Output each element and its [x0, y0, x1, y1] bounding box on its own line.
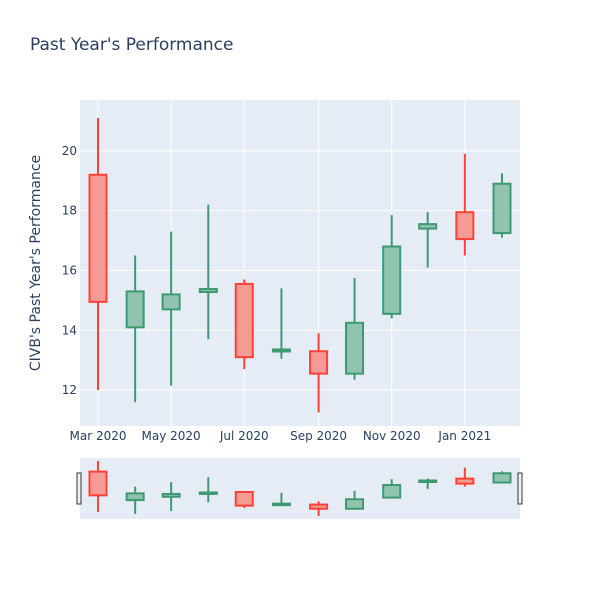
range-slider-handle-left[interactable]	[76, 472, 82, 505]
slider-candle-body	[492, 472, 512, 484]
slider-candle-body	[382, 484, 402, 499]
main-candle[interactable]	[492, 173, 512, 238]
slider-candle-body	[309, 503, 329, 510]
y-tick-label: 18	[62, 204, 77, 218]
main-candle-body	[418, 223, 438, 230]
slider-candle[interactable]	[418, 478, 438, 489]
main-candle-body	[161, 293, 181, 311]
slider-candle[interactable]	[88, 461, 108, 512]
range-slider[interactable]	[80, 458, 520, 519]
slider-candle-body	[345, 498, 365, 510]
main-candle-body	[382, 245, 402, 315]
main-candle-body	[88, 173, 108, 303]
main-candle[interactable]	[418, 212, 438, 268]
slider-candle[interactable]	[161, 482, 181, 511]
main-candle-body	[198, 288, 218, 294]
slider-candle[interactable]	[125, 486, 145, 515]
slider-candle-body	[234, 490, 254, 507]
main-candle[interactable]	[345, 277, 365, 380]
slider-candle[interactable]	[271, 492, 291, 507]
slider-candle[interactable]	[309, 501, 329, 516]
y-tick-label: 20	[62, 144, 77, 158]
main-candles	[88, 117, 512, 413]
main-candle[interactable]	[309, 333, 329, 413]
slider-candle[interactable]	[234, 490, 254, 508]
x-tick-label: Jul 2020	[219, 429, 269, 443]
main-candle-body	[492, 182, 512, 235]
main-candle[interactable]	[455, 153, 475, 256]
x-tick-label: Mar 2020	[70, 429, 127, 443]
slider-candle-body	[88, 470, 108, 497]
x-tick-label: Sep 2020	[290, 429, 347, 443]
main-candle[interactable]	[382, 215, 402, 319]
chart-title: Past Year's Performance	[30, 35, 234, 55]
slider-candle-body	[418, 479, 438, 483]
main-candle[interactable]	[234, 279, 254, 370]
main-candle-body	[234, 282, 254, 359]
range-slider-handle-right[interactable]	[517, 472, 523, 505]
main-candle-body	[125, 290, 145, 329]
main-candle[interactable]	[88, 117, 108, 391]
main-candle[interactable]	[198, 204, 218, 340]
main-candle-body	[455, 211, 475, 241]
main-candle[interactable]	[125, 255, 145, 403]
x-tick-label: May 2020	[142, 429, 201, 443]
y-axis-label: CIVB's Past Year's Performance	[28, 155, 44, 371]
slider-candle-body	[198, 491, 218, 495]
main-candle[interactable]	[271, 288, 291, 359]
y-tick-label: 14	[62, 323, 77, 337]
main-candle[interactable]	[161, 231, 181, 386]
x-axis-ticks: Mar 2020 May 2020 Jul 2020 Sep 2020 Nov 2020…	[70, 429, 492, 443]
slider-candle[interactable]	[382, 479, 402, 499]
x-tick-label: Nov 2020	[363, 429, 421, 443]
slider-candle[interactable]	[492, 471, 512, 484]
y-tick-label: 16	[62, 263, 77, 277]
slider-candle-body	[271, 502, 291, 507]
plot-area	[80, 100, 520, 426]
slider-candle-body	[161, 492, 181, 498]
slider-candle-body	[455, 477, 475, 485]
range-slider-candles	[88, 461, 512, 516]
main-candle-body	[309, 350, 329, 375]
y-axis-ticks: 12 14 16 18 20	[62, 144, 77, 397]
slider-candle[interactable]	[198, 477, 218, 503]
main-candle-body	[345, 321, 365, 375]
x-tick-label: Jan 2021	[437, 429, 491, 443]
slider-candle[interactable]	[345, 490, 365, 510]
main-candle-body	[271, 348, 291, 353]
slider-candle-body	[125, 492, 145, 502]
y-tick-label: 12	[62, 383, 77, 397]
slider-candle[interactable]	[455, 467, 475, 487]
